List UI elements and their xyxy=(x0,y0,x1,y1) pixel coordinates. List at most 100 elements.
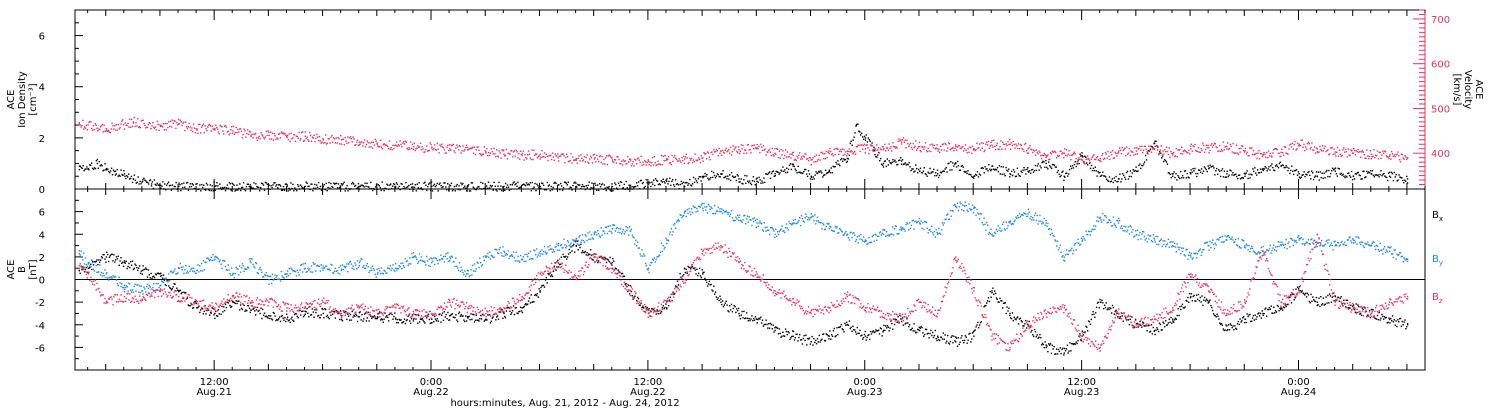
bx-series-point xyxy=(928,333,929,334)
velocity-series-point xyxy=(407,149,408,150)
velocity-series-point xyxy=(454,152,455,153)
bx-series-point xyxy=(332,314,333,315)
velocity-series-point xyxy=(1201,148,1202,149)
bx-series-point xyxy=(524,306,525,307)
velocity-series-point xyxy=(967,152,968,153)
velocity-series-point xyxy=(324,142,325,143)
bx-series-point xyxy=(777,328,778,329)
density-series-point xyxy=(209,190,210,191)
velocity-series-point xyxy=(1370,150,1371,151)
velocity-series-point xyxy=(786,156,787,157)
bx-series-point xyxy=(1310,294,1311,295)
by-series-point xyxy=(299,269,300,270)
density-series-point xyxy=(514,181,515,182)
velocity-series-point xyxy=(197,133,198,134)
velocity-series-point xyxy=(1253,150,1254,151)
velocity-series-point xyxy=(221,126,222,127)
velocity-series-point xyxy=(936,144,937,145)
velocity-series-point xyxy=(155,126,156,127)
velocity-series-point xyxy=(268,135,269,136)
density-series-point xyxy=(439,184,440,185)
density-series-point xyxy=(433,185,434,186)
density-series-point xyxy=(191,186,192,187)
bx-series-point xyxy=(871,333,872,334)
velocity-series-point xyxy=(467,147,468,148)
density-series-point xyxy=(726,178,727,179)
by-series-point xyxy=(117,283,118,284)
density-series-point xyxy=(1056,166,1057,167)
density-series-point xyxy=(952,162,953,163)
velocity-series-point xyxy=(1012,145,1013,146)
bx-series-point xyxy=(746,312,747,313)
by-series-point xyxy=(80,254,81,255)
density-series-point xyxy=(243,182,244,183)
bx-series-point xyxy=(896,319,897,320)
velocity-series-point xyxy=(999,146,1000,147)
velocity-series-point xyxy=(864,144,865,145)
bx-series-point xyxy=(854,329,855,330)
velocity-series-point xyxy=(256,137,257,138)
bx-series-point xyxy=(290,318,291,319)
by-series-point xyxy=(133,292,134,293)
velocity-series-point xyxy=(399,140,400,141)
by-series-point xyxy=(183,273,184,274)
density-series-point xyxy=(480,182,481,183)
velocity-series-point xyxy=(133,121,134,122)
density-series-point xyxy=(832,172,833,173)
velocity-series-point xyxy=(862,149,863,150)
velocity-series-point xyxy=(1107,151,1108,152)
bx-series-point xyxy=(173,286,174,287)
bx-series-point xyxy=(1251,321,1252,322)
velocity-series-point xyxy=(1290,144,1291,145)
bx-series-point xyxy=(238,300,239,301)
velocity-series-point xyxy=(121,121,122,122)
density-series-point xyxy=(1386,177,1387,178)
velocity-series-point xyxy=(1106,153,1107,154)
velocity-series-point xyxy=(175,128,176,129)
bx-series-point xyxy=(254,310,255,311)
bx-series-point xyxy=(617,269,618,270)
density-series-point xyxy=(876,156,877,157)
bx-series-point xyxy=(949,343,950,344)
bx-series-point xyxy=(864,334,865,335)
bx-series-point xyxy=(1203,300,1204,301)
bx-series-point xyxy=(745,318,746,319)
velocity-series-point xyxy=(1355,154,1356,155)
velocity-series-point xyxy=(185,121,186,122)
density-series-point xyxy=(267,184,268,185)
velocity-series-point xyxy=(1354,150,1355,151)
bx-series-point xyxy=(1255,319,1256,320)
bx-series-point xyxy=(1355,312,1356,313)
density-series-point xyxy=(1087,164,1088,165)
density-series-point xyxy=(307,183,308,184)
bx-series-point xyxy=(679,279,680,280)
bx-series-point xyxy=(702,273,703,274)
velocity-series-point xyxy=(1349,155,1350,156)
density-series-point xyxy=(1014,171,1015,172)
density-series-point xyxy=(770,178,771,179)
density-series-point xyxy=(624,184,625,185)
density-series-point xyxy=(1401,177,1402,178)
density-series-point xyxy=(202,187,203,188)
velocity-series-point xyxy=(484,146,485,147)
by-series-point xyxy=(145,291,146,292)
bx-series-point xyxy=(931,335,932,336)
density-series-point xyxy=(1078,159,1079,160)
velocity-tick-label: 400 xyxy=(1431,149,1450,160)
velocity-series-point xyxy=(90,121,91,122)
velocity-series-point xyxy=(321,141,322,142)
bx-series-point xyxy=(884,330,885,331)
bx-series-point xyxy=(957,346,958,347)
velocity-series-point xyxy=(676,159,677,160)
density-series-point xyxy=(955,163,956,164)
density-series-point xyxy=(897,164,898,165)
velocity-series-point xyxy=(1204,152,1205,153)
bx-series-point xyxy=(93,264,94,265)
density-series-point xyxy=(491,186,492,187)
density-series-point xyxy=(381,190,382,191)
bx-series-point xyxy=(1280,307,1281,308)
density-series-point xyxy=(650,186,651,187)
velocity-series-point xyxy=(643,164,644,165)
bx-series-point xyxy=(809,337,810,338)
density-series-point xyxy=(1102,172,1103,173)
